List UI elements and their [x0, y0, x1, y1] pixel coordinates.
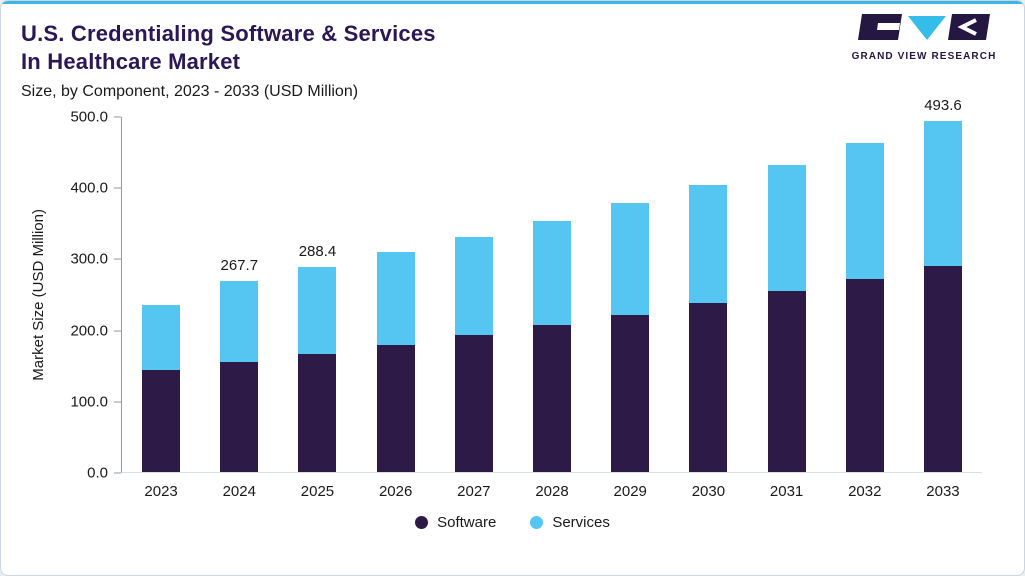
bar-segment-software [845, 279, 884, 472]
x-axis-label: 2026 [378, 483, 413, 500]
bar-group-2027 [435, 117, 513, 472]
legend-item-software: Software [415, 514, 496, 531]
x-axis-label: 2029 [613, 483, 647, 500]
bar-segment-services [923, 120, 962, 267]
bar-segment-services [611, 203, 650, 315]
bar-segment-services [533, 220, 572, 326]
bar-segment-software [767, 291, 806, 472]
brand-logo: GRAND VIEW RESEARCH [850, 12, 998, 62]
y-tick-label: 0.0 [87, 464, 108, 482]
bar-segment-software [298, 353, 337, 472]
y-tick: 0.0 [87, 465, 121, 482]
legend-item-services: Services [530, 514, 610, 531]
y-tick-mark [114, 187, 121, 189]
bar-group-2029 [591, 117, 669, 472]
y-axis-title: Market Size (USD Million) [29, 209, 47, 381]
bar-segment-software [220, 362, 259, 472]
bar-segment-services [220, 281, 259, 363]
x-axis-label: 2024 [222, 483, 256, 500]
bar-group-2026 [357, 117, 435, 472]
bar-total-label: 493.6 [924, 96, 962, 114]
bar-segment-services [767, 164, 806, 292]
x-axis-label: 2023 [144, 483, 178, 500]
chart-legend: Software Services [1, 514, 1024, 531]
bar-segment-services [845, 143, 884, 280]
chart-title-line1: U.S. Credentialing Software & Services [21, 21, 436, 46]
x-axis-label: 2031 [769, 483, 804, 500]
legend-dot-icon [530, 516, 544, 529]
logo-mark-icon [858, 14, 990, 40]
x-axis-labels: 2023 2024 2025 2026 2027 2028 2029 2030 2031 2032… [122, 473, 982, 500]
plot-column: 267.7 288.4 493.6 2023 2024 2025 2026 2027 2028… [121, 97, 982, 500]
chart-body: Market Size (USD Million) 0.0 100.0 200.0 3… [21, 97, 982, 500]
bar-segment-software [689, 303, 728, 472]
bar-segment-software [376, 344, 415, 472]
y-tick-label: 200.0 [70, 322, 108, 340]
bar-segment-services [142, 304, 181, 371]
bar-segment-software [142, 370, 181, 472]
x-axis-label: 2030 [691, 483, 726, 500]
top-accent-line [1, 1, 1024, 4]
legend-label: Software [437, 514, 497, 531]
y-tick: 300.0 [70, 251, 121, 268]
legend-dot-icon [415, 516, 429, 529]
legend-label: Services [552, 514, 610, 531]
x-axis-label: 2032 [848, 483, 882, 500]
logo-text: GRAND VIEW RESEARCH [851, 51, 997, 62]
x-axis-label: 2025 [300, 483, 335, 500]
bar-total-label: 288.4 [298, 242, 337, 260]
y-tick: 200.0 [70, 322, 121, 339]
x-axis-label: 2028 [535, 483, 569, 500]
y-tick-label: 500.0 [70, 108, 108, 126]
y-tick: 500.0 [70, 109, 121, 126]
y-tick: 400.0 [70, 180, 121, 197]
bar-segment-software [454, 335, 493, 472]
y-tick-label: 100.0 [70, 393, 108, 411]
bar-group-2024: 267.7 [200, 117, 278, 472]
bar-segment-software [923, 266, 962, 472]
chart-title: U.S. Credentialing Software & Services I… [21, 20, 1000, 76]
bar-group-2032 [826, 117, 904, 472]
bar-segment-software [533, 325, 572, 472]
y-tick-label: 400.0 [70, 179, 108, 197]
y-tick-mark [114, 116, 121, 118]
bar-segment-services [376, 252, 415, 345]
y-axis-ticks: 0.0 100.0 200.0 300.0 400.0 500.0 [55, 109, 121, 482]
chart-header: U.S. Credentialing Software & Services I… [1, 4, 1024, 101]
chart-subtitle: Size, by Component, 2023 - 2033 (USD Mil… [21, 83, 359, 100]
bar-segment-services [298, 266, 337, 354]
y-tick-mark [114, 401, 121, 403]
bar-group-2030 [669, 117, 747, 472]
chart-title-line2: In Healthcare Market [21, 49, 241, 74]
y-tick-mark [114, 258, 121, 260]
bar-total-label: 267.7 [220, 257, 259, 275]
bar-group-2025: 288.4 [278, 117, 356, 472]
x-axis-label: 2027 [457, 483, 491, 500]
y-tick: 100.0 [70, 393, 121, 410]
bar-group-2023 [122, 117, 200, 472]
bar-segment-software [611, 314, 650, 472]
y-tick-label: 300.0 [70, 250, 108, 268]
bar-segment-services [689, 184, 728, 304]
bar-group-2028 [513, 117, 591, 472]
bar-group-2031 [748, 117, 826, 472]
y-tick-mark [114, 330, 121, 332]
y-tick-mark [114, 472, 121, 474]
bar-segment-services [454, 237, 493, 336]
x-axis-label: 2033 [926, 483, 960, 500]
bar-group-2033: 493.6 [904, 97, 982, 472]
plot-area: 267.7 288.4 493.6 [121, 97, 982, 473]
y-axis-title-column: Market Size (USD Million) [21, 117, 55, 473]
